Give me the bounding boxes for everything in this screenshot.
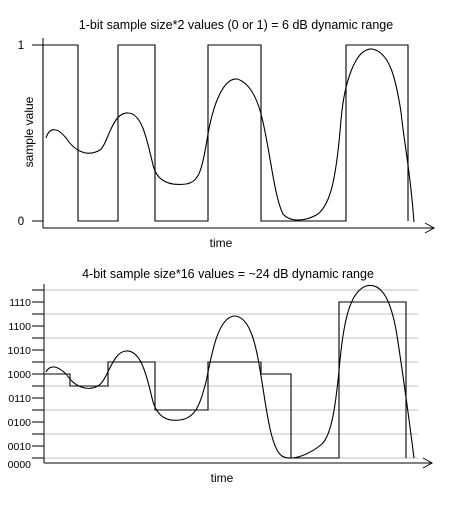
bottom-panel: 4-bit sample size*16 values = ~24 dB dyn… (8, 267, 434, 485)
bottom-y-tick-marks (32, 289, 44, 459)
top-y-tick-0: 0 (18, 216, 24, 228)
top-y-axis-label: sample value (22, 96, 36, 167)
top-y-tick-1: 1 (18, 40, 24, 52)
bottom-y-tick-1010: 1010 (8, 345, 32, 357)
bottom-y-tick-1100: 1100 (8, 321, 31, 333)
bottom-panel-title: 4-bit sample size*16 values = ~24 dB dyn… (82, 267, 374, 281)
bottom-y-tick-0000: 0000 (8, 459, 32, 471)
bottom-y-tick-1110: 1110 (9, 297, 31, 309)
bottom-x-axis-label: time (211, 471, 234, 485)
top-panel-title: 1-bit sample size*2 values (0 or 1) = 6 … (79, 18, 393, 32)
top-x-axis-label: time (210, 236, 233, 250)
bottom-y-tick-0010: 0010 (8, 441, 32, 453)
bottom-quantized-step-signal (44, 301, 407, 459)
top-panel: 1-bit sample size*2 values (0 or 1) = 6 … (18, 18, 436, 250)
bottom-gridlines (44, 289, 418, 459)
top-quantized-square-wave (42, 44, 409, 222)
top-analog-signal-curve (45, 48, 415, 223)
bottom-y-tick-0110: 0110 (8, 393, 31, 405)
bottom-analog-signal-curve (45, 284, 415, 459)
bottom-y-tick-1000: 1000 (8, 369, 32, 381)
bottom-x-axis-arrow (422, 457, 434, 469)
bottom-y-tick-0100: 0100 (8, 417, 32, 429)
top-x-axis-arrow (424, 222, 436, 234)
